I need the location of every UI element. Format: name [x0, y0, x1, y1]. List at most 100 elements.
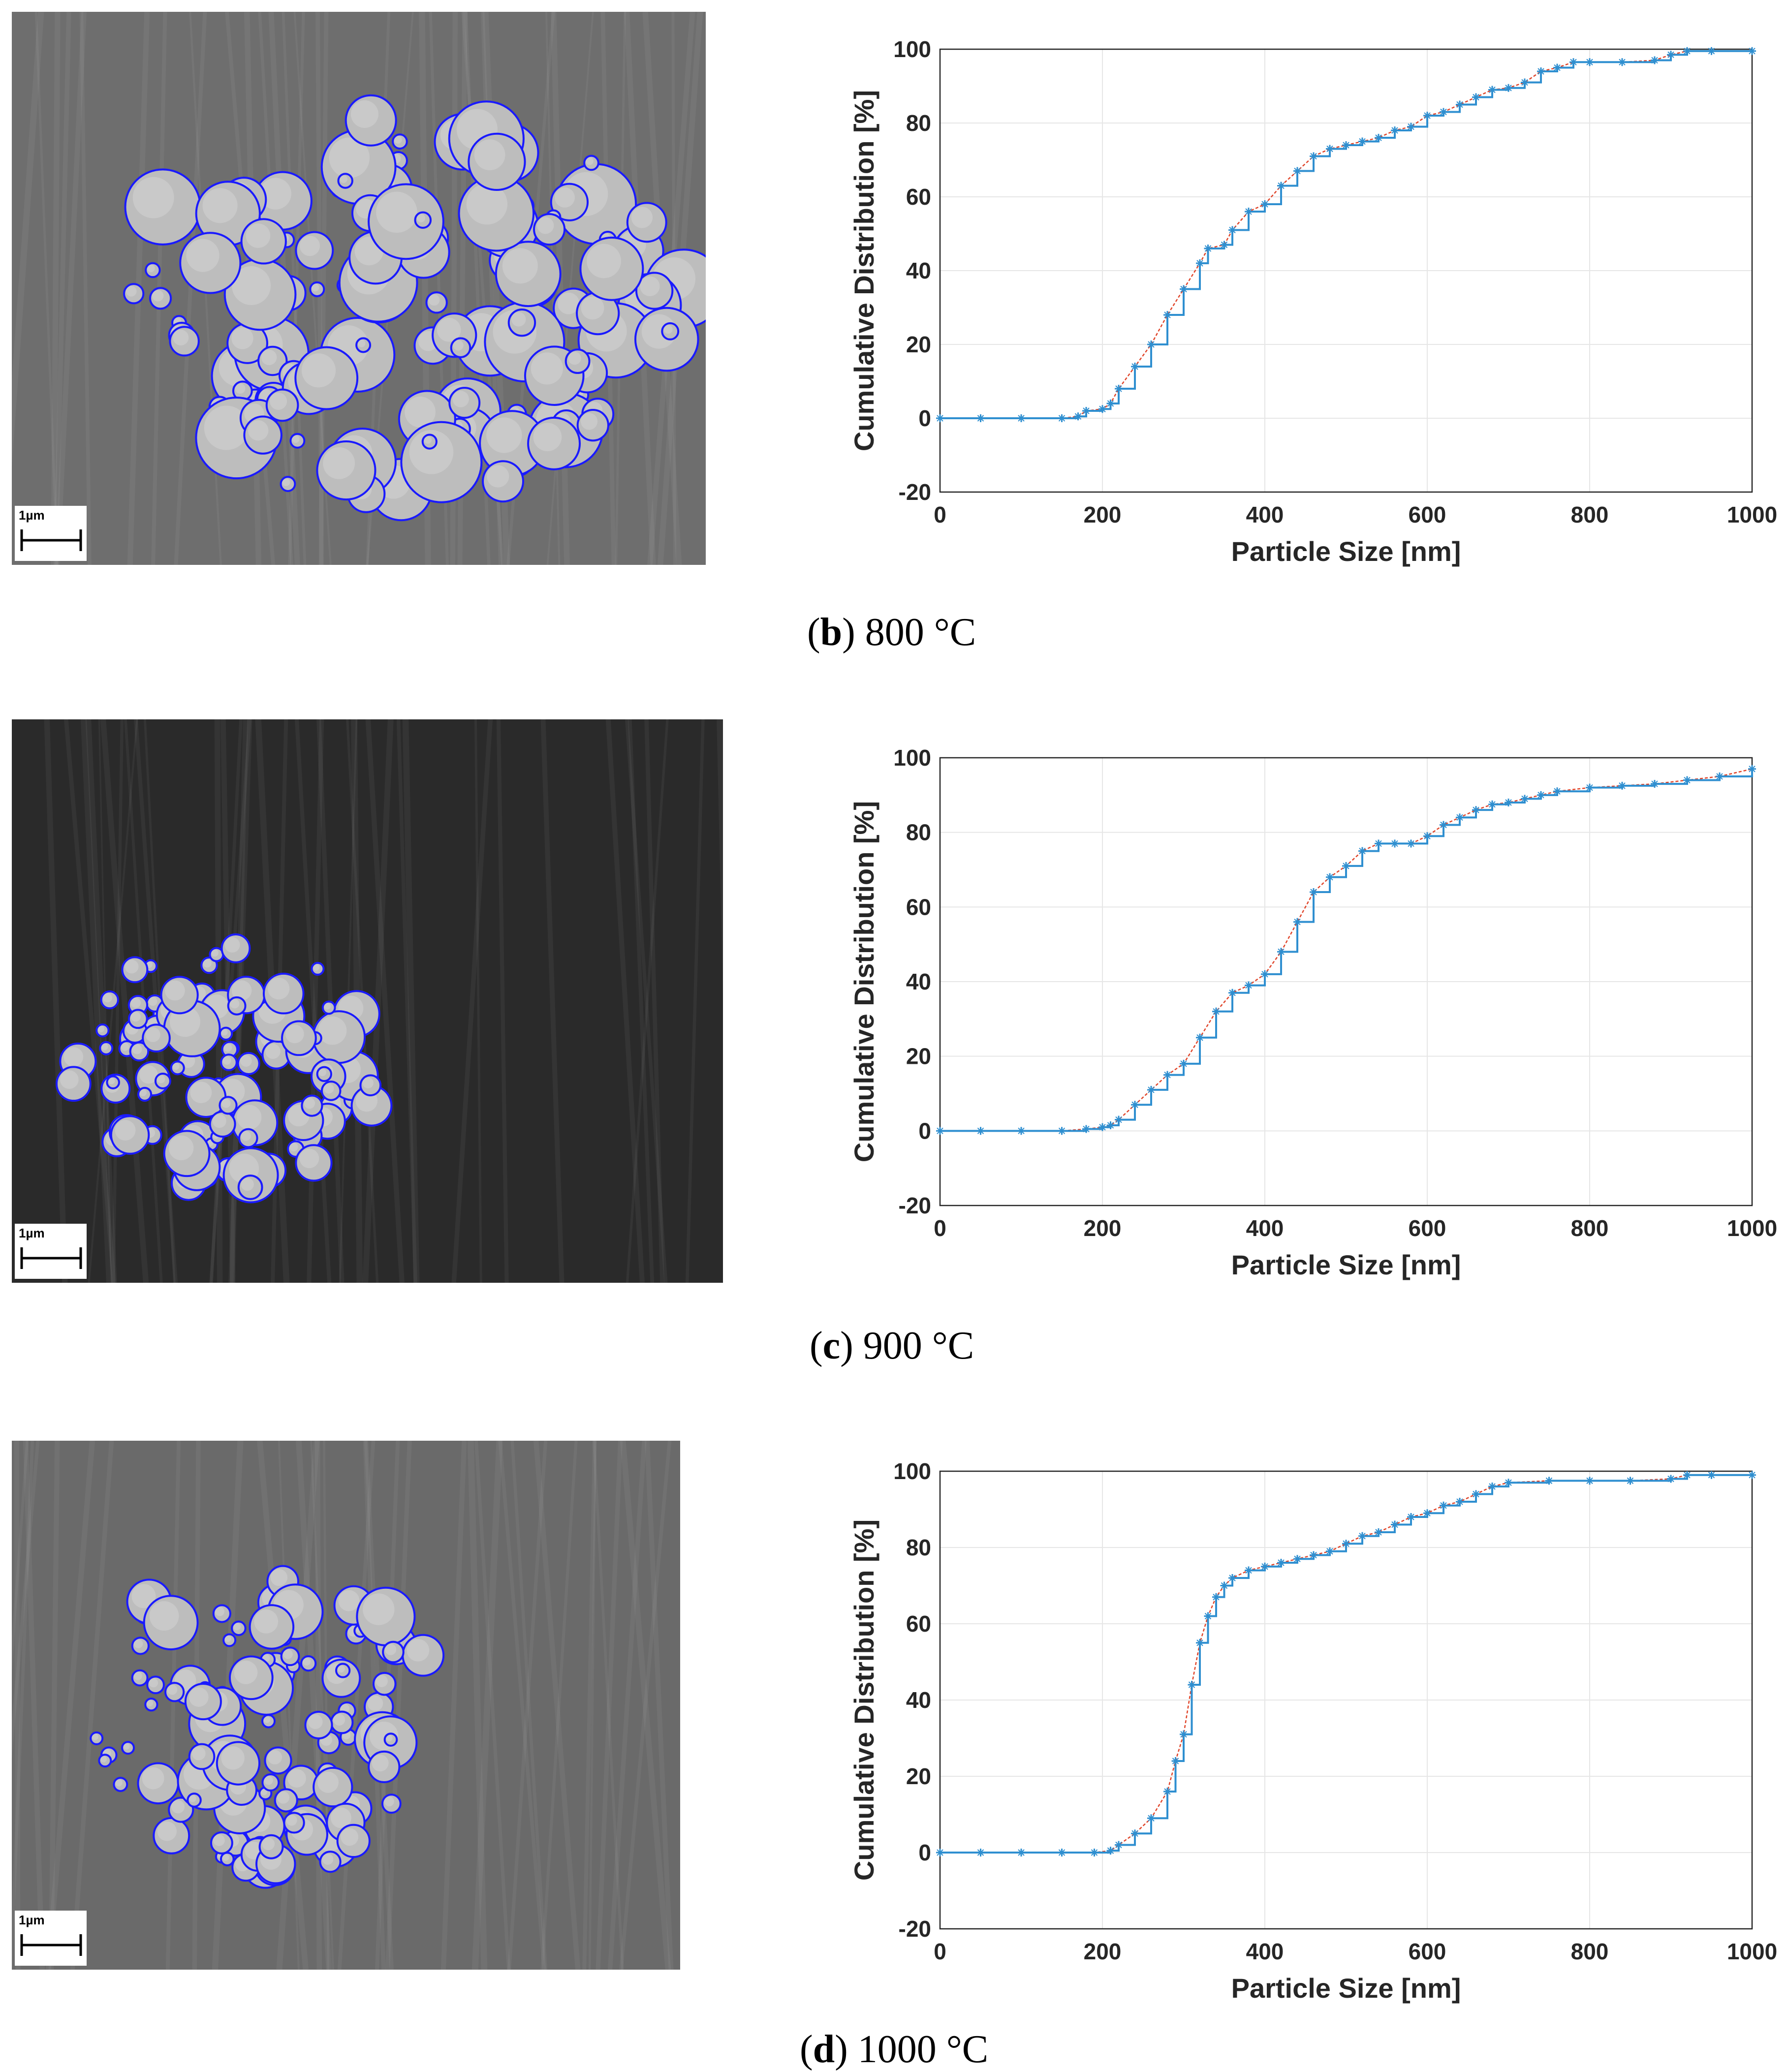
particle — [253, 172, 312, 230]
data-point — [1245, 208, 1253, 216]
particle-highlight — [125, 286, 137, 297]
particle-highlight — [580, 413, 598, 430]
particle — [132, 1638, 149, 1654]
data-point — [1017, 1127, 1025, 1135]
sem-texture — [51, 12, 61, 565]
particle — [459, 176, 534, 251]
particle — [100, 1042, 113, 1054]
data-point — [1553, 63, 1561, 72]
particle-highlight — [282, 478, 290, 486]
x-tick-label: 200 — [1084, 1215, 1122, 1241]
sem-texture — [79, 12, 92, 565]
particle — [357, 1587, 415, 1645]
x-axis-label: Particle Size [nm] — [1231, 1249, 1461, 1280]
particle — [114, 1778, 127, 1791]
particle-highlight — [487, 465, 509, 488]
particle-highlight — [134, 1639, 143, 1648]
particle-highlight — [270, 392, 287, 410]
particle-highlight — [262, 1837, 275, 1851]
particle — [132, 1670, 148, 1686]
x-tick-label: 800 — [1571, 1939, 1609, 1964]
detection-circle — [661, 322, 680, 340]
data-point — [1375, 134, 1382, 142]
particle — [265, 1747, 291, 1774]
data-point — [1707, 47, 1716, 55]
particle-highlight — [537, 217, 554, 234]
particle — [125, 169, 200, 245]
particle — [144, 1596, 198, 1650]
sem-texture — [307, 719, 324, 1283]
data-point — [1651, 56, 1659, 64]
data-point — [1342, 862, 1350, 870]
particle — [122, 1742, 134, 1754]
detection-circle — [337, 173, 353, 189]
particle-highlight — [139, 1065, 158, 1084]
data-point — [1358, 1532, 1366, 1540]
particle-highlight — [350, 100, 378, 128]
x-tick-label: 200 — [1084, 1939, 1122, 1964]
data-point — [1407, 839, 1415, 848]
caption-d: (d) 1000 °C — [800, 2028, 989, 2071]
data-point — [1261, 1562, 1269, 1571]
particle-highlight — [631, 207, 653, 228]
particle-highlight — [363, 1593, 395, 1625]
particle-highlight — [341, 1828, 359, 1846]
particle — [383, 1641, 404, 1663]
particle-highlight — [260, 1789, 267, 1795]
data-point — [1196, 1033, 1204, 1042]
data-point — [1748, 47, 1756, 55]
detection-circle — [100, 990, 119, 1010]
particle — [239, 1129, 257, 1147]
particle-highlight — [338, 1590, 360, 1611]
data-point — [1569, 58, 1577, 66]
particle-highlight — [149, 1601, 179, 1631]
detection-circle — [95, 1023, 110, 1038]
sem-texture — [55, 12, 87, 565]
particle — [233, 381, 252, 401]
sem-texture — [278, 1441, 300, 1970]
particle-highlight — [241, 1177, 254, 1191]
detection-circle — [274, 1788, 298, 1813]
particle-highlight — [230, 999, 240, 1009]
particle — [302, 1095, 322, 1116]
particle — [223, 1634, 236, 1646]
detection-circle — [359, 1074, 382, 1097]
detection-circle — [264, 1746, 292, 1775]
particle — [213, 1605, 230, 1622]
detection-circle — [200, 957, 218, 974]
particle — [164, 1000, 220, 1056]
particle — [351, 1085, 392, 1126]
detection-circle — [258, 1834, 284, 1859]
particle — [422, 434, 437, 449]
scale-bar: 1µm — [15, 1224, 87, 1279]
detection-circle — [243, 415, 282, 455]
x-tick-label: 600 — [1409, 1939, 1446, 1964]
detection-circle — [626, 202, 667, 243]
detection-circle — [579, 236, 644, 301]
data-point — [1106, 1121, 1115, 1129]
particle-highlight — [130, 1012, 141, 1022]
detection-circle — [421, 433, 438, 450]
particle-highlight — [330, 1807, 351, 1828]
particle — [426, 292, 447, 313]
particle-highlight — [323, 1083, 334, 1094]
particle — [296, 232, 333, 269]
particle-highlight — [189, 1687, 209, 1707]
particle-highlight — [376, 191, 417, 233]
chart-d: 0 200 400 600 800 1000 -20 0 20 40 60 80 100 Particle… — [837, 1452, 1777, 2017]
sem-texture — [498, 1441, 546, 1970]
particle-highlight — [115, 1779, 123, 1787]
detection-circle — [309, 281, 325, 297]
particle-highlight — [221, 1098, 231, 1108]
detection-circle — [372, 1671, 397, 1696]
data-point — [1440, 821, 1447, 829]
detection-circle — [295, 231, 334, 270]
detection-circle — [163, 1130, 211, 1177]
particle-highlight — [640, 276, 660, 296]
sem-texture — [627, 719, 655, 1283]
particle-highlight — [92, 1733, 98, 1740]
sem-texture — [582, 1441, 597, 1970]
particle-highlight — [97, 1025, 105, 1032]
particle — [211, 1832, 232, 1854]
x-tick-label: 600 — [1409, 1215, 1446, 1241]
